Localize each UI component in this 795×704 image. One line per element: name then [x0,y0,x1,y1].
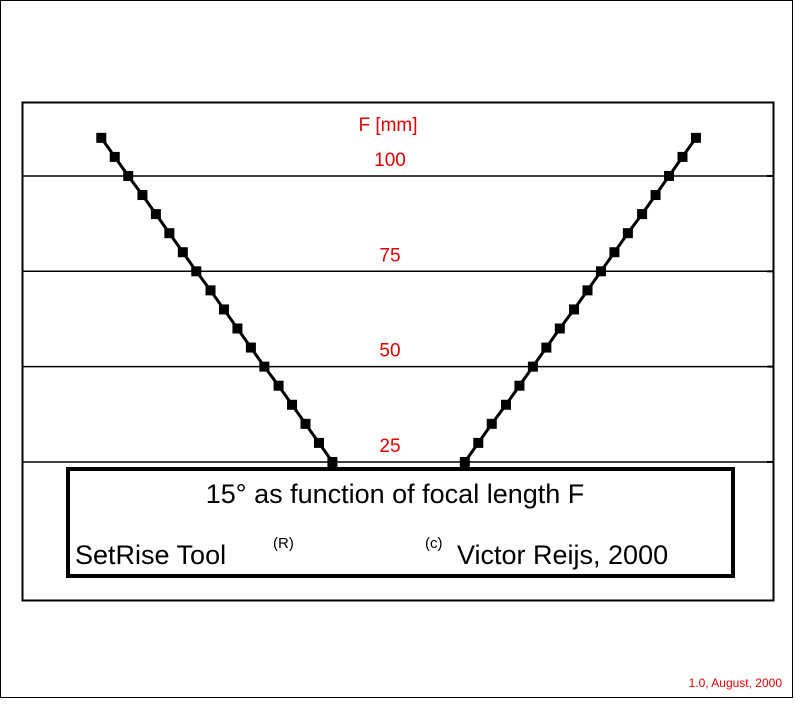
point-marker [473,437,484,448]
point-marker [527,361,538,372]
point-marker [218,304,229,315]
point-marker [609,247,620,258]
y-tick-label: 50 [379,341,400,362]
tool-name: SetRise Tool [75,540,226,570]
y-tick-label: 25 [379,436,400,457]
point-marker [622,228,633,239]
info-box [66,467,735,578]
point-marker [300,418,311,429]
point-marker [650,190,661,201]
copyright-mark: (c) [425,535,443,552]
point-marker [205,285,216,296]
point-marker [313,437,324,448]
point-marker [459,456,470,467]
point-marker [677,151,688,162]
point-marker [191,266,202,277]
point-marker [109,151,120,162]
point-marker [273,380,284,391]
point-marker [123,170,134,181]
registered-mark: (R) [273,535,294,552]
y-axis-label: F [mm] [358,115,417,136]
point-marker [232,323,243,334]
point-marker [582,285,593,296]
point-marker [690,132,701,143]
point-marker [514,380,525,391]
point-marker [259,361,270,372]
y-tick-label: 75 [379,245,400,266]
point-marker [554,323,565,334]
point-marker [569,304,580,315]
point-marker [137,190,148,201]
point-marker [541,342,552,353]
point-marker [486,418,497,429]
point-marker [500,399,511,410]
point-marker [637,209,648,220]
y-tick-label: 100 [374,150,406,171]
version: 1.0, August, 2000 [689,676,783,690]
point-marker [327,456,338,467]
point-marker [96,132,107,143]
point-marker [664,170,675,181]
plot-frame [21,101,775,602]
point-marker [595,266,606,277]
author: Victor Reijs, 2000 [457,540,668,570]
point-marker [150,209,161,220]
point-marker [177,247,188,258]
point-marker [287,399,298,410]
point-marker [164,228,175,239]
chart-title: 15° as function of focal length F [206,479,585,509]
point-marker [245,342,256,353]
